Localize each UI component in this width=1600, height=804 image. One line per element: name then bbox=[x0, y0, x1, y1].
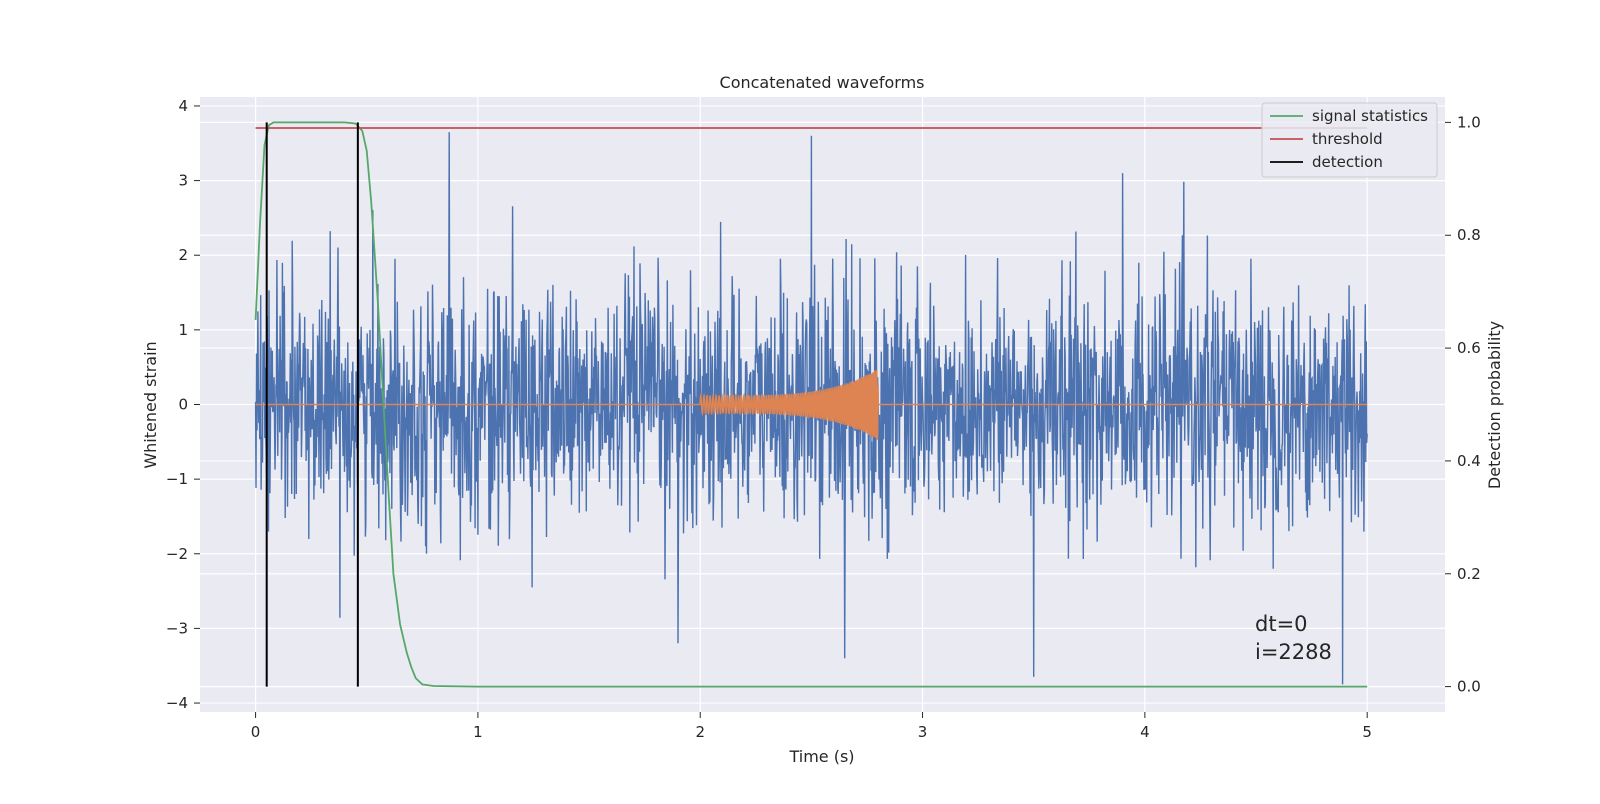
legend-label-detection: detection bbox=[1312, 153, 1383, 171]
y-tick-label: 1 bbox=[178, 321, 188, 339]
x-tick-label: 5 bbox=[1362, 723, 1372, 741]
y-tick-label: 4 bbox=[178, 97, 188, 115]
annotation-group: dt=0 i=2288 bbox=[1255, 612, 1332, 664]
x-tick-label: 2 bbox=[695, 723, 705, 741]
x-tick-label: 1 bbox=[473, 723, 483, 741]
legend-box bbox=[1261, 102, 1438, 178]
y2-tick-label: 0.4 bbox=[1457, 452, 1481, 470]
x-tick-label: 4 bbox=[1140, 723, 1150, 741]
x-axis-label: Time (s) bbox=[788, 747, 854, 766]
y-tick-label: 3 bbox=[178, 172, 188, 190]
legend: signal statistics threshold detection bbox=[1261, 102, 1438, 178]
y-tick-label: −4 bbox=[166, 694, 188, 712]
noise-series-line bbox=[254, 132, 1368, 685]
y2-axis-label: Detection probability bbox=[1485, 321, 1504, 489]
y-tick-label: 0 bbox=[178, 396, 188, 414]
y2-tick-label: 0.8 bbox=[1457, 226, 1481, 244]
y-tick-label: −1 bbox=[166, 470, 188, 488]
annotation-dt: dt=0 bbox=[1255, 612, 1308, 636]
y2-tick-label: 1.0 bbox=[1457, 113, 1481, 131]
y-tick-label: −3 bbox=[166, 619, 188, 637]
y-tick-label: 2 bbox=[178, 246, 188, 264]
y2-tick-label: 0.6 bbox=[1457, 339, 1481, 357]
chart-title: Concatenated waveforms bbox=[720, 73, 925, 92]
axes-layer: 0 1 2 3 4 5 −4 −3 −2 −1 0 1 2 3 4 0.0 0.2 0.4 0.6 0.8 1.0 bbox=[166, 97, 1481, 741]
y-axis-label: Whitened strain bbox=[141, 341, 160, 468]
legend-label-threshold: threshold bbox=[1312, 130, 1383, 148]
injected-waveform-line bbox=[255, 370, 1368, 440]
x-tick-label: 0 bbox=[251, 723, 261, 741]
series-layer bbox=[254, 121, 1368, 688]
legend-label-signal-statistics: signal statistics bbox=[1312, 107, 1428, 125]
y2-tick-label: 0.0 bbox=[1457, 678, 1481, 696]
annotation-index: i=2288 bbox=[1255, 640, 1332, 664]
y2-tick-label: 0.2 bbox=[1457, 565, 1481, 583]
y-tick-label: −2 bbox=[166, 545, 188, 563]
signal-statistics-line bbox=[254, 121, 1368, 688]
x-tick-label: 3 bbox=[918, 723, 928, 741]
